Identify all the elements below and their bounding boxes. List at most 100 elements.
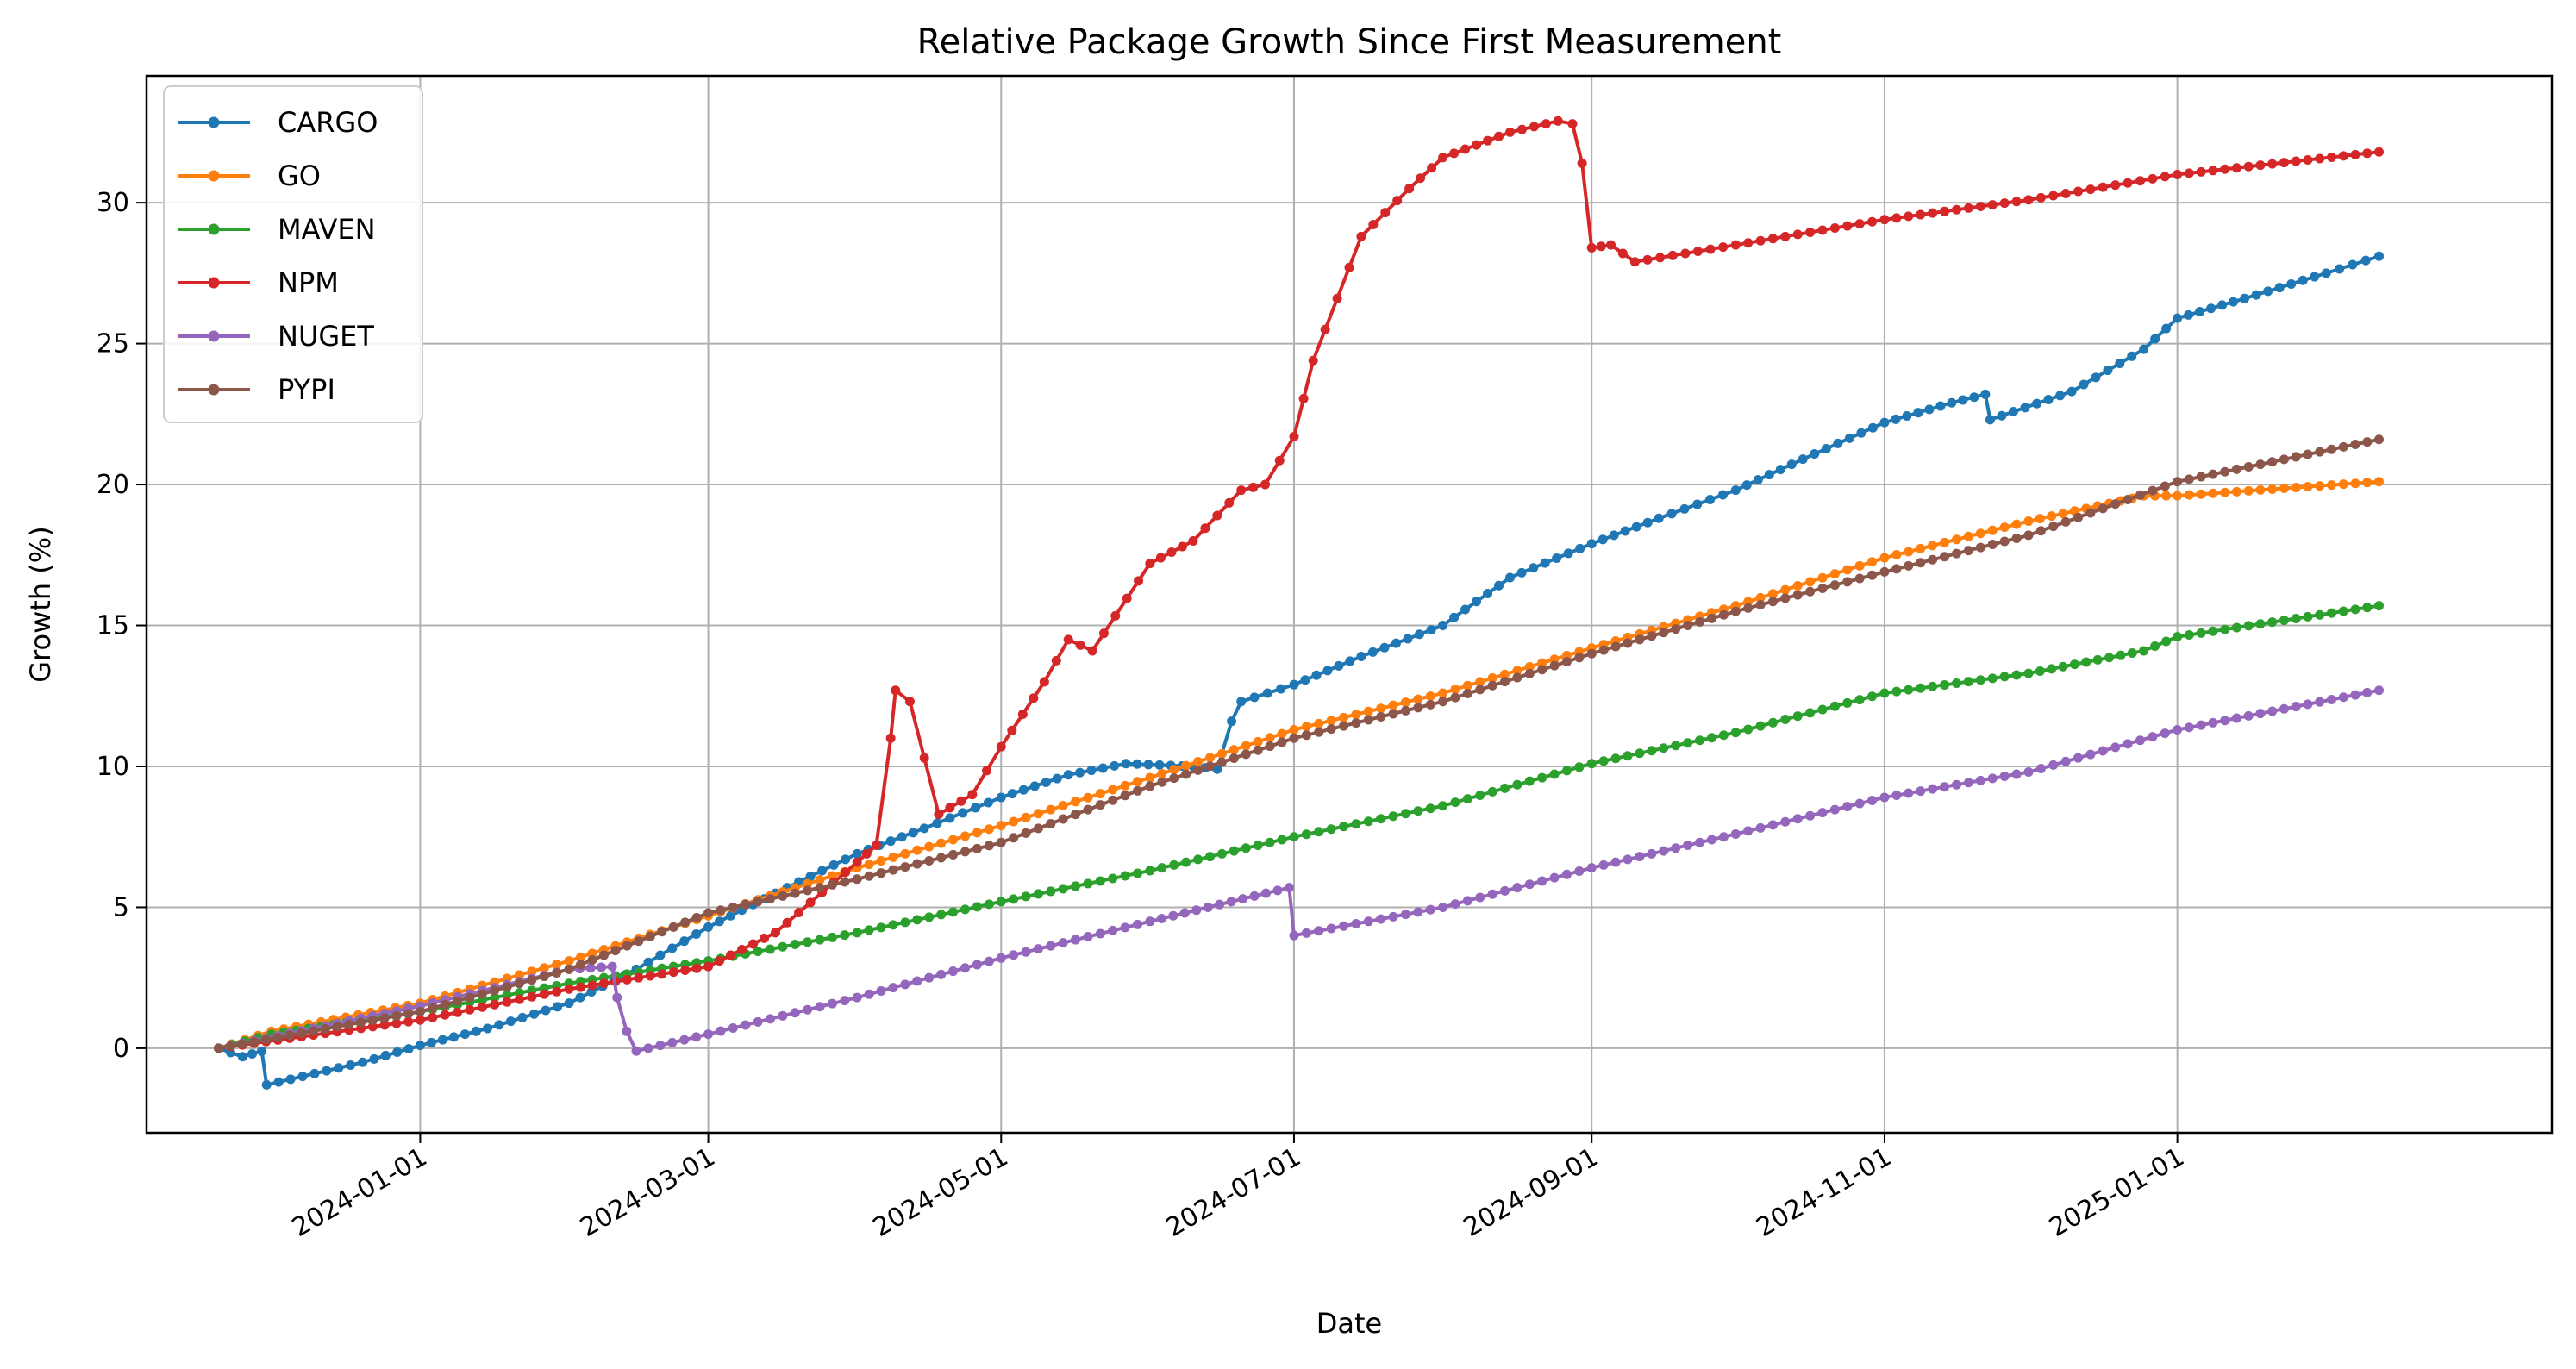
data-point	[2103, 366, 2113, 376]
data-point	[1438, 697, 1448, 707]
data-point	[2255, 619, 2266, 629]
data-point	[1071, 881, 1081, 891]
data-point	[1792, 580, 1803, 591]
data-point	[358, 1057, 368, 1067]
data-point	[1654, 513, 1664, 523]
data-point	[334, 1063, 344, 1073]
data-point	[2279, 703, 2289, 714]
data-point	[587, 948, 597, 959]
data-point	[2243, 161, 2254, 172]
data-point	[1289, 930, 1299, 941]
legend-swatch-marker	[208, 170, 220, 182]
data-point	[932, 818, 942, 828]
data-point	[1780, 816, 1791, 827]
data-point	[1376, 703, 1386, 714]
data-point	[765, 894, 775, 904]
data-point	[1975, 542, 1985, 553]
data-point	[790, 939, 800, 949]
data-point	[1598, 645, 1609, 655]
data-point	[1574, 653, 1585, 663]
data-point	[1241, 843, 1251, 853]
data-point	[888, 852, 898, 862]
data-point	[1132, 759, 1142, 769]
data-point	[1679, 503, 1690, 514]
y-tick-label: 30	[97, 188, 129, 218]
data-point	[1786, 459, 1797, 470]
data-point	[426, 1037, 436, 1047]
data-point	[1505, 572, 1516, 583]
data-point	[2079, 379, 2089, 390]
data-point	[1904, 211, 1914, 222]
data-point	[1314, 727, 1324, 737]
data-point	[1487, 889, 1497, 899]
data-point	[1879, 688, 1890, 698]
data-point	[900, 848, 910, 859]
data-point	[815, 935, 825, 945]
data-point	[1913, 408, 1923, 418]
grid	[147, 76, 2552, 1133]
data-point	[1462, 896, 1472, 906]
data-point	[803, 1004, 813, 1015]
data-point	[1629, 257, 1640, 267]
data-point	[1058, 938, 1068, 948]
data-point	[1133, 777, 1143, 787]
data-point	[1155, 553, 1166, 563]
data-point	[1891, 414, 1901, 424]
data-point	[2160, 172, 2170, 182]
data-point	[344, 1019, 354, 1029]
data-point	[936, 969, 947, 979]
data-point	[1253, 841, 1263, 851]
data-point	[598, 978, 609, 989]
data-point	[1924, 404, 1935, 415]
data-point	[1450, 797, 1460, 808]
data-point	[1301, 829, 1311, 840]
data-point	[996, 792, 1006, 803]
data-point	[1145, 559, 1155, 569]
data-point	[2315, 609, 2325, 620]
data-point	[2173, 724, 2183, 735]
data-point	[1449, 148, 1460, 159]
data-point	[2326, 608, 2336, 618]
data-point	[1805, 227, 1816, 237]
data-point	[428, 1003, 438, 1013]
data-point	[1655, 253, 1666, 263]
data-point	[1169, 765, 1179, 775]
data-point	[465, 1004, 475, 1015]
data-point	[391, 1010, 402, 1021]
data-point	[1029, 781, 1040, 791]
data-point	[864, 925, 874, 935]
data-point	[741, 1020, 751, 1030]
data-point	[1683, 841, 1693, 851]
data-point	[1940, 537, 1950, 547]
data-point	[2303, 155, 2313, 166]
data-point	[1301, 722, 1311, 732]
data-point	[1071, 810, 1081, 820]
data-point	[2098, 746, 2108, 756]
data-point	[1095, 789, 1105, 799]
data-point	[1512, 779, 1522, 790]
data-point	[2011, 670, 2022, 680]
data-point	[1829, 569, 1840, 579]
data-point	[1969, 392, 1979, 403]
data-point	[840, 877, 850, 887]
legend-entry: NPM	[178, 266, 339, 299]
data-point	[1460, 604, 1471, 615]
data-point	[2374, 434, 2385, 445]
data-point	[960, 904, 970, 915]
data-point	[1289, 724, 1299, 735]
data-point	[285, 1074, 296, 1085]
data-point	[852, 992, 862, 1003]
data-point	[1987, 525, 1998, 535]
data-point	[1098, 628, 1109, 639]
data-point	[904, 697, 915, 707]
data-point	[1120, 791, 1130, 801]
data-point	[1596, 241, 1606, 252]
data-point	[2150, 334, 2160, 344]
data-point	[2011, 197, 2022, 207]
data-point	[1238, 894, 1248, 904]
data-point	[1792, 229, 1803, 240]
legend-entry: NUGET	[178, 320, 374, 353]
data-point	[502, 990, 512, 1000]
data-point	[2291, 452, 2301, 462]
data-point	[1108, 873, 1118, 884]
